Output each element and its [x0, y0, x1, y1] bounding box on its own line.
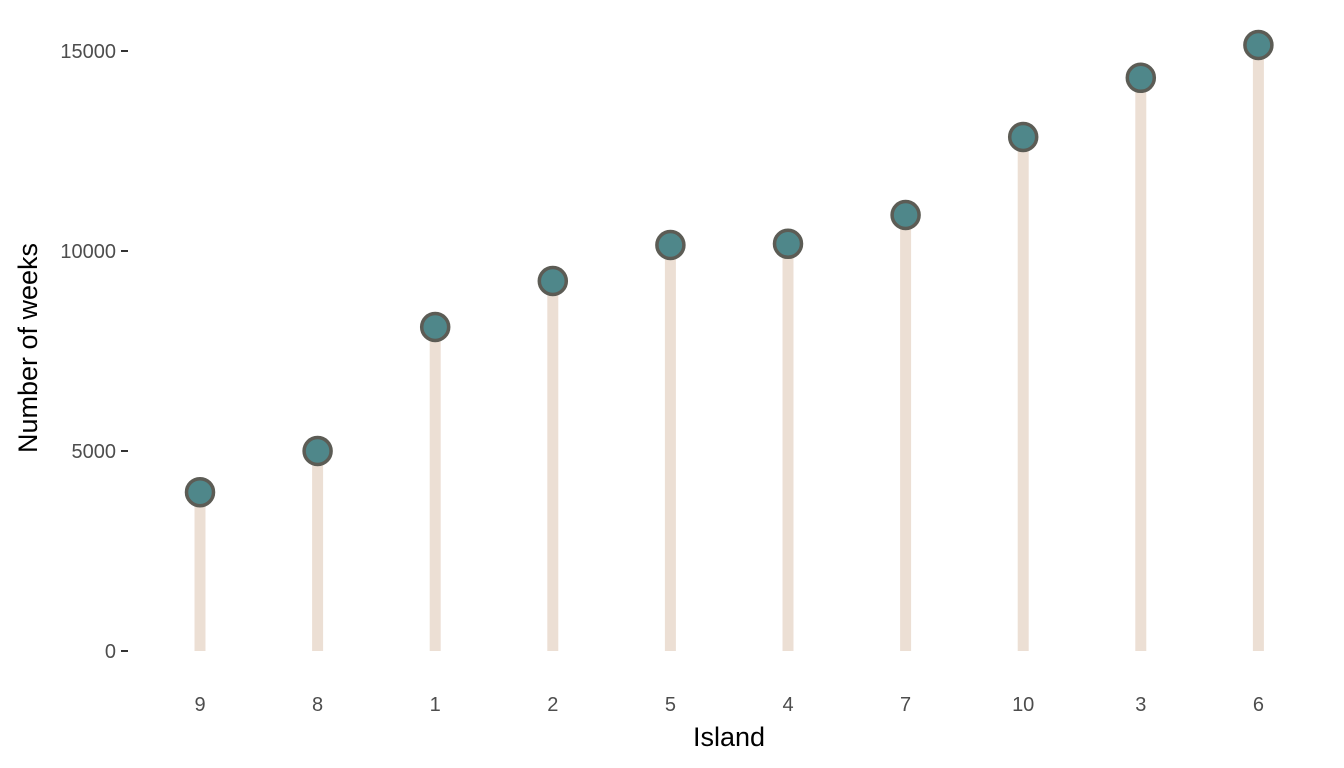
data-point [1125, 62, 1157, 94]
y-axis-title: Number of weeks [13, 243, 43, 453]
y-tick-label: 5000 [72, 441, 117, 463]
x-tick-label: 6 [1253, 694, 1264, 716]
data-point [655, 229, 686, 261]
y-axis: 0 5000 10000 15000 [60, 41, 128, 663]
data-point [184, 476, 216, 508]
points [184, 29, 1274, 508]
x-tick-label: 2 [547, 694, 558, 716]
y-tick-label: 15000 [60, 41, 116, 63]
x-axis-title: Island [693, 722, 765, 752]
x-axis: 9 8 1 2 5 4 7 10 3 6 [194, 694, 1264, 716]
x-tick-label: 3 [1135, 694, 1146, 716]
x-tick-label: 7 [900, 694, 911, 716]
y-tick-label: 10000 [60, 241, 116, 263]
x-tick-label: 1 [430, 694, 441, 716]
stems [194, 45, 1264, 651]
x-tick-label: 8 [312, 694, 323, 716]
x-tick-label: 9 [194, 694, 205, 716]
data-point [772, 228, 804, 260]
data-point [537, 265, 569, 297]
data-point [1007, 121, 1039, 153]
data-point [890, 199, 921, 231]
y-tick-label: 0 [105, 641, 116, 663]
x-tick-label: 10 [1012, 694, 1034, 716]
x-tick-label: 5 [665, 694, 676, 716]
data-point [1243, 29, 1274, 61]
x-tick-label: 4 [782, 694, 793, 716]
data-point [302, 435, 333, 467]
data-point [419, 311, 451, 343]
